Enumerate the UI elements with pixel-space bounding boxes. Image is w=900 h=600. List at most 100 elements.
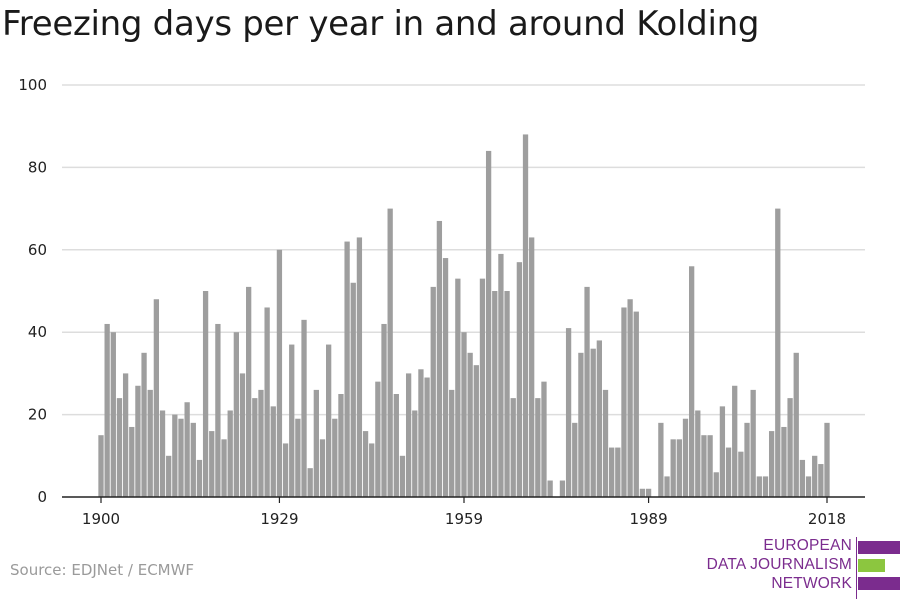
bar xyxy=(270,406,276,497)
bar xyxy=(350,282,356,497)
bar xyxy=(307,468,313,497)
bar xyxy=(98,435,104,497)
logo-line-2: DATA JOURNALISM xyxy=(706,556,852,573)
chart-title: Freezing days per year in and around Kol… xyxy=(2,4,760,44)
bar xyxy=(344,241,350,497)
logo-bar-green xyxy=(858,559,885,572)
bar xyxy=(116,398,123,497)
bar xyxy=(202,291,209,497)
y-axis-ticks: 0 20 40 60 80 100 xyxy=(18,76,47,506)
bar xyxy=(768,431,775,497)
bar xyxy=(424,377,430,497)
bar xyxy=(732,385,738,497)
bar xyxy=(436,220,443,497)
bar xyxy=(313,389,319,497)
bar xyxy=(504,291,510,497)
bar xyxy=(812,455,818,497)
bar xyxy=(695,410,701,497)
bar xyxy=(565,328,572,497)
bar xyxy=(215,323,221,497)
bar xyxy=(485,150,492,498)
bar xyxy=(412,410,418,497)
x-tick-label: 2018 xyxy=(808,510,846,528)
bar xyxy=(233,332,240,497)
bar xyxy=(264,307,270,497)
bar xyxy=(362,431,369,497)
y-tick-label: 20 xyxy=(28,406,47,424)
bar xyxy=(498,253,504,497)
bar xyxy=(781,426,787,497)
bar xyxy=(375,381,381,497)
bar xyxy=(492,291,498,497)
bar xyxy=(190,422,196,497)
logo-divider xyxy=(856,537,857,599)
x-tick-label: 1900 xyxy=(82,510,120,528)
bar xyxy=(332,418,338,497)
bar xyxy=(535,398,541,497)
bar xyxy=(104,323,110,497)
bar xyxy=(301,319,307,497)
bar xyxy=(122,373,129,497)
bar xyxy=(658,422,664,497)
bar xyxy=(590,348,596,497)
bar xyxy=(110,332,116,497)
bar xyxy=(516,262,523,497)
bar xyxy=(713,472,719,497)
y-tick-label: 40 xyxy=(28,323,47,341)
x-tick-label: 1989 xyxy=(629,510,667,528)
bar xyxy=(147,389,153,497)
bar xyxy=(596,340,603,497)
source-note: Source: EDJNet / ECMWF xyxy=(10,561,195,579)
bar xyxy=(676,439,682,497)
bar xyxy=(805,476,812,497)
bar xyxy=(178,418,184,497)
bar xyxy=(762,476,769,497)
bar xyxy=(578,352,584,497)
bar xyxy=(479,278,486,497)
bar xyxy=(196,459,203,497)
bar xyxy=(239,373,246,497)
y-tick-label: 0 xyxy=(37,488,47,506)
bar xyxy=(369,443,375,497)
bar xyxy=(547,480,553,497)
bar xyxy=(799,459,806,497)
bar xyxy=(153,299,160,497)
bar xyxy=(209,431,215,497)
x-tick-label: 1959 xyxy=(445,510,483,528)
bar xyxy=(756,476,762,497)
bar xyxy=(541,381,547,497)
bar xyxy=(615,447,621,497)
bar xyxy=(289,344,295,497)
bar xyxy=(252,398,258,497)
y-tick-label: 100 xyxy=(18,76,47,94)
bar xyxy=(688,266,695,497)
bar xyxy=(166,455,172,497)
bar xyxy=(682,418,689,497)
bar xyxy=(184,402,190,497)
bar xyxy=(633,311,639,497)
bar xyxy=(227,410,233,497)
bar xyxy=(793,352,799,497)
bar xyxy=(744,422,750,497)
bar xyxy=(442,258,449,497)
logo-bar-purple-top xyxy=(858,541,900,554)
bar xyxy=(141,352,147,497)
bar xyxy=(824,422,830,497)
bar xyxy=(584,286,590,497)
logo-line-3: NETWORK xyxy=(771,575,852,592)
bar xyxy=(430,286,436,497)
bar xyxy=(572,422,578,497)
bar xyxy=(129,426,135,497)
bar xyxy=(258,389,264,497)
bar xyxy=(295,418,301,497)
bar xyxy=(461,332,467,497)
bar xyxy=(775,208,781,497)
bar xyxy=(282,443,289,497)
x-axis-ticks: 1900 1929 1959 1989 2018 xyxy=(82,497,846,528)
bar xyxy=(338,394,344,497)
bar xyxy=(387,208,393,497)
logo-bar-purple-bottom xyxy=(858,577,900,590)
bar xyxy=(393,394,399,497)
bar xyxy=(522,134,529,497)
bar xyxy=(319,439,326,497)
